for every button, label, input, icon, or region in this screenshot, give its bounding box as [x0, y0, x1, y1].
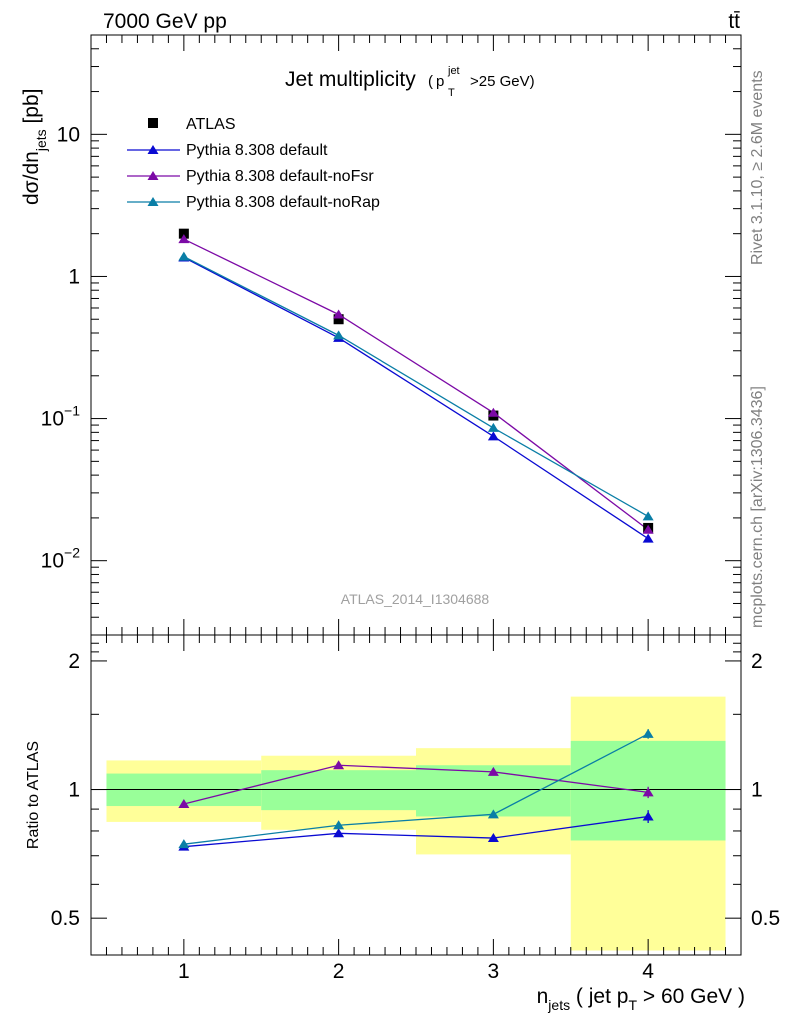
ratio-point-2 — [333, 820, 345, 830]
legend-marker-nofsr — [147, 171, 159, 180]
main-point-2 — [487, 407, 499, 417]
legend-label-norap: Pythia 8.308 default-noRap — [186, 194, 380, 211]
main-series-group — [178, 228, 654, 543]
energy-label: 7000 GeV pp — [103, 10, 227, 33]
legend-marker-default — [147, 145, 159, 154]
ratio-point-1 — [333, 760, 345, 770]
ratio-xtick-label: 1 — [178, 960, 190, 983]
ratio-series-group — [178, 728, 654, 851]
main-point-2 — [178, 234, 190, 244]
ratio-series-line-1 — [183, 764, 649, 805]
main-point-atlas — [178, 228, 189, 239]
main-axis-ticks: 10 1 10−1 10−2 — [41, 34, 742, 636]
legend: ATLAS Pythia 8.308 default Pythia 8.308 … — [127, 116, 380, 211]
ratio-ytick-label-left: 2 — [68, 650, 80, 673]
main-point-1 — [642, 533, 654, 543]
ratio-point-0 — [642, 811, 654, 821]
main-ytick-label: 10−2 — [41, 545, 81, 573]
legend-label-nofsr: Pythia 8.308 default-noFsr — [186, 168, 374, 185]
main-ytick-label: 10 — [57, 123, 80, 146]
ratio-xtick-label: 4 — [642, 960, 654, 983]
ratio-point-2 — [642, 728, 654, 738]
main-title: Jet multiplicity — [285, 68, 416, 91]
ratio-panel: 2 2 1 1 0.5 0.5 1 2 3 4 Ratio to ATLAS njets ( je… — [25, 634, 780, 1013]
ratio-series-line-2 — [183, 733, 649, 845]
main-series-line-2 — [183, 238, 649, 531]
ratio-ytick-label-right: 0.5 — [751, 907, 780, 930]
ratio-ytick-label-right: 1 — [751, 779, 763, 802]
main-point-atlas — [333, 314, 344, 325]
legend-marker-atlas — [148, 118, 158, 128]
main-point-2 — [642, 524, 654, 534]
ratio-stat-band — [261, 770, 416, 811]
ratio-xtick-label: 2 — [333, 960, 345, 983]
side-label-top: Rivet 3.1.10, ≥ 2.6M events — [749, 70, 766, 265]
legend-label-default: Pythia 8.308 default — [186, 142, 328, 159]
main-point-3 — [178, 251, 190, 261]
ratio-ytick-label-right: 2 — [751, 650, 763, 673]
process-label: tt̄ — [728, 10, 740, 33]
main-title-cut: ( p jet T >25 GeV) — [428, 61, 535, 100]
ratio-point-1 — [642, 787, 654, 797]
legend-marker-norap — [147, 197, 159, 206]
ratio-point-2 — [487, 809, 499, 819]
main-point-3 — [642, 511, 654, 521]
main-series-line-3 — [183, 255, 649, 517]
main-point-1 — [487, 431, 499, 441]
ratio-xtick-label: 3 — [488, 960, 500, 983]
main-ylabel: dσ/dnjets [pb] — [20, 88, 49, 205]
ratio-ytick-label-left: 1 — [68, 779, 80, 802]
ratio-point-0 — [333, 828, 345, 838]
legend-label-atlas: ATLAS — [186, 116, 236, 133]
main-series-line-1 — [183, 256, 649, 540]
ratio-point-1 — [178, 799, 190, 809]
ratio-ytick-label-left: 0.5 — [51, 907, 80, 930]
main-ytick-label: 1 — [68, 265, 80, 288]
main-point-3 — [487, 422, 499, 432]
main-point-2 — [333, 309, 345, 319]
ratio-axis-ticks: 2 2 1 1 0.5 0.5 1 2 3 4 — [51, 635, 780, 983]
ratio-xlabel: njets ( jet pT > 60 GeV ) — [537, 985, 745, 1013]
ratio-uncertainty-bands — [106, 696, 726, 951]
analysis-label: ATLAS_2014_I1304688 — [341, 591, 490, 607]
side-label-bottom: mcplots.cern.ch [arXiv:1306.3436] — [749, 386, 766, 628]
ratio-point-2 — [178, 839, 190, 849]
main-panel: 10 1 10−1 10−2 Jet multiplicity ( p jet T >… — [20, 34, 742, 636]
main-point-3 — [333, 330, 345, 340]
main-ytick-label: 10−1 — [41, 403, 81, 431]
ratio-ylabel: Ratio to ATLAS — [25, 741, 42, 849]
ratio-point-0 — [487, 833, 499, 843]
ratio-series-line-0 — [183, 815, 649, 848]
ratio-point-1 — [487, 766, 499, 776]
